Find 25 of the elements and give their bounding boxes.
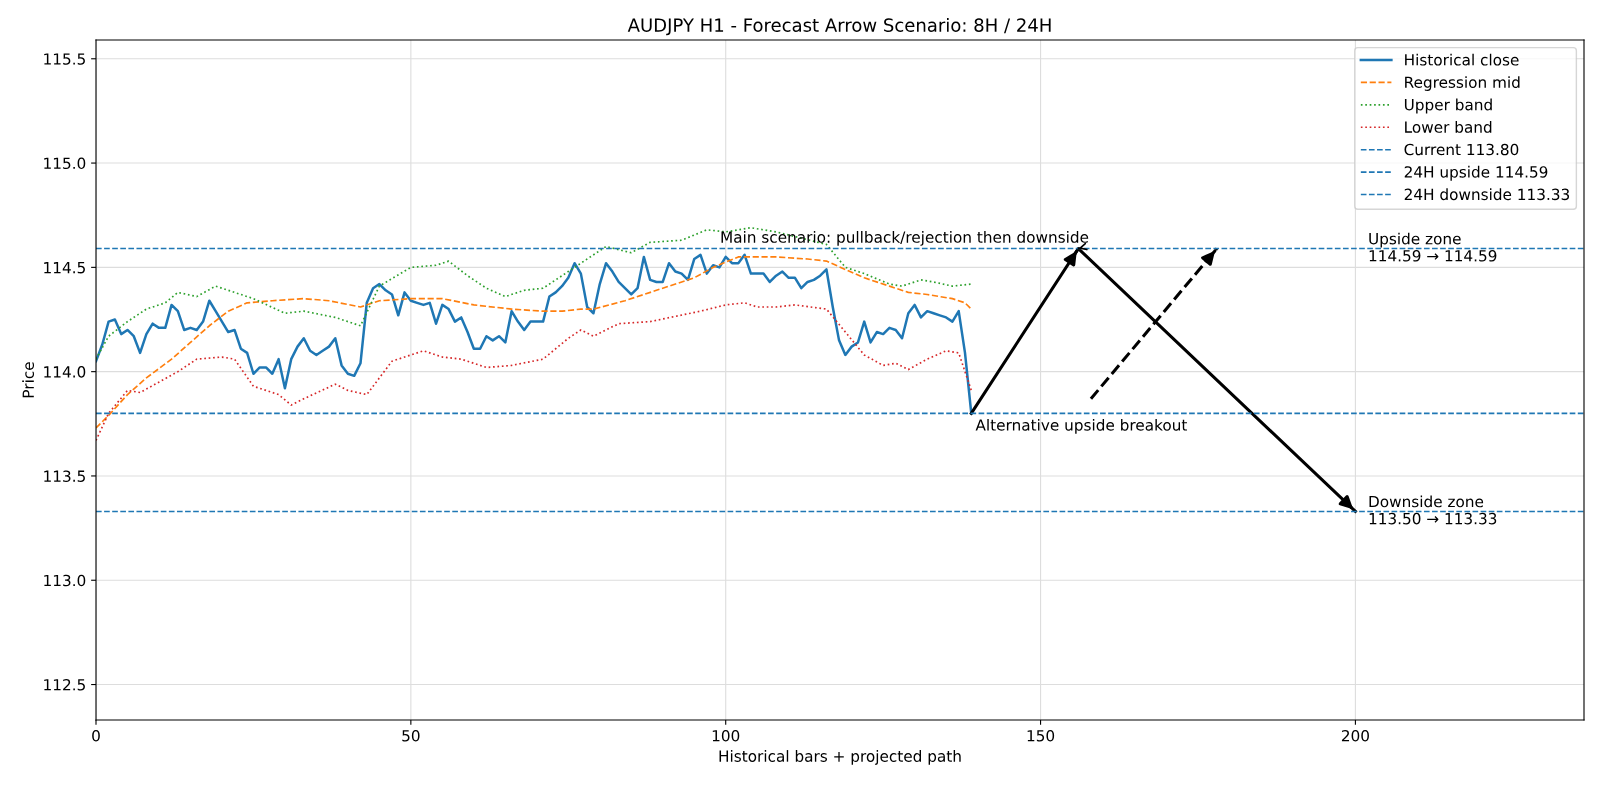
- legend-label: Upper band: [1404, 98, 1492, 114]
- x-tick-label: 150: [1027, 729, 1055, 742]
- annotation: Upside zone 114.59 → 114.59: [1369, 232, 1497, 262]
- y-tick-label: 115.0: [44, 157, 86, 170]
- x-tick-label: 100: [712, 729, 740, 742]
- legend-label: 24H upside 114.59: [1404, 165, 1548, 181]
- x-tick-label: 200: [1341, 729, 1369, 742]
- annotation: Alternative upside breakout: [975, 418, 1188, 434]
- legend-label: Current 113.80: [1404, 143, 1519, 156]
- x-tick-label: 50: [402, 729, 420, 742]
- y-tick-label: 114.0: [44, 366, 86, 378]
- y-tick-label: 115.5: [44, 53, 85, 65]
- chart-title: AUDJPY H1 - Forecast Arrow Scenario: 8H / 24H: [627, 17, 1051, 36]
- y-tick-label: 113.5: [44, 470, 85, 482]
- y-tick-label: 114.5: [44, 262, 85, 274]
- x-axis-title: Historical bars + projected path: [719, 750, 961, 765]
- y-tick-label: 112.5: [44, 679, 85, 691]
- legend-label: Lower band: [1405, 121, 1492, 133]
- legend-label: 24H downside 113.33: [1404, 188, 1570, 201]
- annotation: Downside zone 113.50 → 113.33: [1369, 495, 1497, 525]
- x-tick-label: 0: [92, 729, 100, 742]
- y-tick-label: 113.0: [44, 574, 86, 587]
- legend-label: Historical close: [1405, 53, 1519, 66]
- legend-label: Regression mid: [1405, 76, 1520, 91]
- y-axis-title: Price: [22, 362, 35, 398]
